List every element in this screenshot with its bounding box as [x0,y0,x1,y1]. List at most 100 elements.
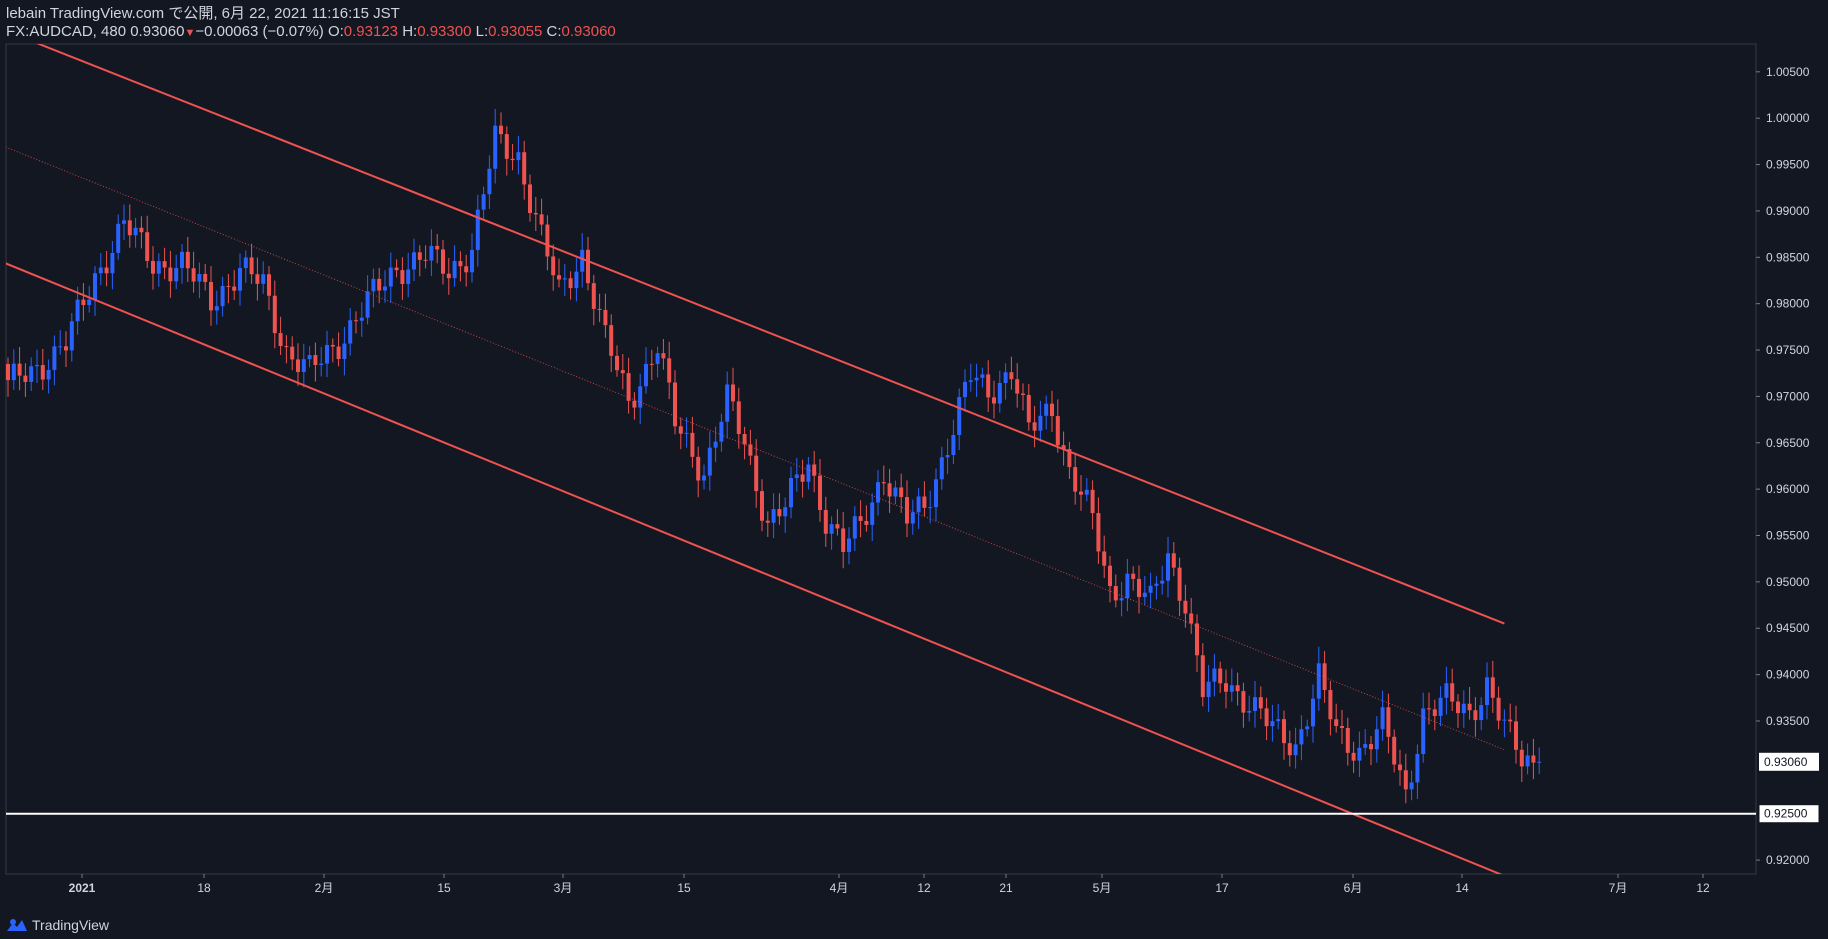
channel-mid-line[interactable] [0,125,1505,751]
candle [267,266,271,311]
candle-body [255,274,260,284]
candle [568,271,573,300]
publish-line: lebain TradingView.com で公開, 6月 22, 2021 … [6,5,400,22]
candlestick-series [6,108,1542,804]
candle [261,261,266,294]
candle-body [1148,585,1153,593]
trend-channel[interactable] [0,9,1756,876]
candle [458,251,463,282]
candle [1113,574,1118,608]
y-tick-label: 0.98000 [1766,297,1810,311]
candle [1154,575,1159,600]
candle-body [209,281,213,311]
candle [1253,680,1257,728]
candle [696,446,701,498]
candle-body [46,369,51,380]
candle [968,363,973,392]
price-axis[interactable]: 1.00500 1.00000 0.99500 0.99000 0.98500 0.980… [1756,65,1820,867]
candle [1044,395,1049,430]
candle-body [725,384,730,422]
candle-body [968,380,973,382]
candle-body [1258,697,1263,709]
candle [1021,383,1025,411]
candle-body [272,295,277,334]
candle [1195,614,1199,672]
candle-body [1479,705,1484,721]
y-tick-label: 1.00000 [1766,111,1810,125]
symbol-label[interactable]: FX:AUDCAD, 480 [6,23,127,40]
candle-body [1276,719,1281,722]
candle [446,257,451,295]
candle-body [1067,449,1072,468]
candle [678,417,683,450]
candle-body [1444,683,1449,698]
candle-body [1380,707,1385,730]
candle-body [1525,755,1530,767]
candle [818,459,822,522]
candle-body [1502,719,1507,721]
candle [1502,709,1507,738]
candle [632,392,637,420]
candle [1485,662,1489,720]
candle-body [29,366,34,382]
candle-body [1177,567,1182,601]
candle-body [180,251,184,269]
candle-body [510,158,515,161]
candle [1160,565,1165,595]
candle-body [11,363,16,381]
candle [1432,699,1437,731]
candle-body [910,512,915,524]
candle [916,488,921,529]
candle-body [557,275,561,280]
candle-body [876,482,880,503]
candle [591,274,596,326]
candle [603,293,608,338]
candle [707,431,712,491]
candle-body [313,355,318,366]
candle-body [1531,755,1536,763]
candle [1519,740,1524,782]
candle [789,466,793,519]
candle-body [905,497,909,524]
candle-body [35,365,39,367]
candle [725,371,730,439]
candle-body [156,261,161,274]
candle-body [1467,703,1472,711]
candle [1079,475,1083,511]
candle [383,270,387,303]
candle-body [690,432,695,457]
candle [1525,743,1530,775]
candle [1450,668,1455,711]
candle [1247,695,1252,722]
candle [777,493,782,525]
channel-lower-line[interactable] [0,241,1504,876]
candle-body [736,401,741,435]
candle-body [800,474,805,482]
candle [1015,363,1020,408]
tradingview-footer[interactable]: TradingView [6,917,109,933]
candle [713,426,718,463]
candle [359,302,364,337]
last-price: 0.93060 [130,23,185,40]
candle-body [139,227,144,233]
candle-body [568,278,573,289]
candle-body [928,507,933,509]
candle [1380,690,1385,741]
candle [905,480,909,538]
candle-body [1537,761,1542,763]
time-axis[interactable]: 2021 18 2月 15 3月 15 4月 12 21 5月 17 6月 14 7月 12 [69,874,1710,895]
candle [23,363,28,397]
candle [423,245,428,269]
candle [429,229,434,277]
candle-body [394,267,399,271]
candle-body [475,209,480,250]
channel-upper-line[interactable] [0,9,1505,625]
candle-body [1496,697,1501,721]
candle [638,373,643,424]
candle-body [1450,683,1455,702]
candle [644,347,648,394]
candle-body [1328,690,1333,720]
candle [899,473,904,513]
y-tick-label: 0.98500 [1766,250,1810,264]
